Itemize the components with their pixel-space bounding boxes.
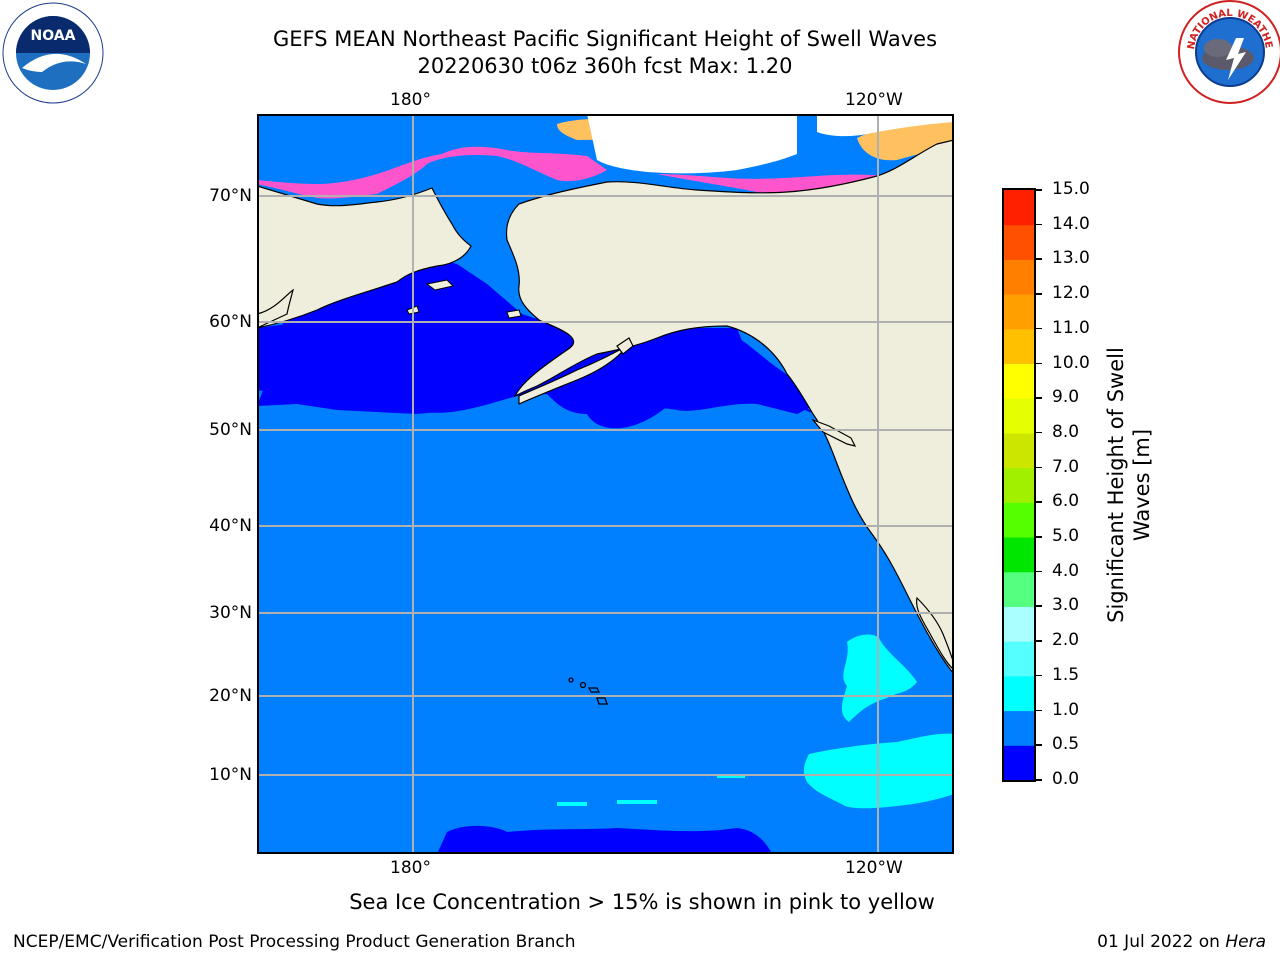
noaa-logo: NOAA bbox=[2, 2, 104, 104]
colorbar-tick-label: 14.0 bbox=[1052, 213, 1090, 234]
colorbar-segment bbox=[1004, 398, 1034, 434]
colorbar-tick-label: 0.5 bbox=[1052, 734, 1080, 755]
land-baja bbox=[916, 596, 954, 671]
moderate-swell-region bbox=[841, 634, 917, 722]
low-swell-region bbox=[257, 255, 817, 414]
lat-label-70n: 70°N bbox=[209, 186, 252, 206]
colorbar-tick-mark bbox=[1036, 431, 1042, 434]
colorbar-tick-label: 0.0 bbox=[1052, 769, 1080, 789]
colorbar-tick-label: 9.0 bbox=[1052, 387, 1080, 408]
lat-label-30n: 30°N bbox=[209, 603, 252, 623]
colorbar-tick-mark bbox=[1036, 189, 1042, 191]
colorbar-segment bbox=[1004, 710, 1034, 746]
colorbar-tick-mark bbox=[1036, 223, 1042, 226]
colorbar-segment bbox=[1004, 328, 1034, 365]
colorbar-title: Significant Height of Swell Waves [m] bbox=[1104, 347, 1154, 623]
colorbar-segment bbox=[1004, 745, 1034, 781]
colorbar-segment bbox=[1004, 190, 1034, 226]
lon-label-top-180: 180° bbox=[390, 90, 431, 110]
svg-text:NOAA: NOAA bbox=[31, 28, 76, 44]
land-island bbox=[425, 279, 454, 291]
map-frame bbox=[257, 114, 954, 854]
colorbar-tick-mark bbox=[1036, 744, 1042, 746]
colorbar-segment bbox=[1004, 571, 1034, 607]
moderate-swell-region bbox=[557, 802, 587, 806]
colorbar-segment bbox=[1004, 606, 1034, 642]
colorbar-tick-mark bbox=[1036, 640, 1042, 642]
colorbar-tick-mark bbox=[1036, 779, 1042, 781]
land-alaska-canada bbox=[505, 139, 954, 854]
colorbar-tick-label: 11.0 bbox=[1052, 317, 1090, 338]
colorbar-segment bbox=[1004, 432, 1034, 469]
nws-logo: NATIONAL WEATHER SERVICE bbox=[1178, 0, 1280, 104]
land-chukotka bbox=[257, 288, 294, 329]
lat-label-40n: 40°N bbox=[209, 516, 252, 536]
colorbar-segment bbox=[1004, 294, 1034, 330]
colorbar-tick-mark bbox=[1036, 605, 1042, 607]
footer-date: 01 Jul 2022 on Hera bbox=[1097, 932, 1266, 952]
colorbar-tick-mark bbox=[1036, 536, 1042, 538]
colorbar-tick-label: 1.5 bbox=[1052, 664, 1080, 685]
colorbar-segment bbox=[1004, 224, 1034, 260]
colorbar-segment bbox=[1004, 502, 1034, 538]
chart-subtitle: 20220630 t06z 360h fcst Max: 1.20 bbox=[417, 54, 793, 78]
footer-system: Hera bbox=[1225, 932, 1266, 952]
map-panel bbox=[257, 114, 954, 854]
colorbar-segment bbox=[1004, 259, 1034, 295]
colorbar-segment bbox=[1004, 675, 1034, 712]
footer-date-text: 01 Jul 2022 on bbox=[1097, 932, 1226, 952]
colorbar-tick-label: 3.0 bbox=[1052, 595, 1080, 616]
colorbar-tick-label: 8.0 bbox=[1052, 421, 1080, 442]
colorbar-tick-mark bbox=[1036, 709, 1042, 712]
colorbar-tick-label: 5.0 bbox=[1052, 526, 1080, 547]
land-hawaii bbox=[568, 677, 608, 705]
colorbar-tick-label: 1.0 bbox=[1052, 699, 1080, 720]
colorbar-tick-label: 6.0 bbox=[1052, 491, 1080, 512]
lat-label-20n: 20°N bbox=[209, 686, 252, 706]
colorbar-tick-mark bbox=[1036, 258, 1042, 260]
colorbar-tick-mark bbox=[1036, 674, 1042, 677]
colorbar bbox=[1002, 188, 1036, 782]
land-vancouver-island bbox=[811, 418, 857, 447]
moderate-swell-region bbox=[617, 800, 657, 804]
colorbar-tick-mark bbox=[1036, 570, 1042, 573]
colorbar-tick-mark bbox=[1036, 362, 1042, 365]
land-kodiak bbox=[616, 337, 634, 355]
colorbar-segment bbox=[1004, 537, 1034, 573]
colorbar-segment bbox=[1004, 467, 1034, 503]
low-swell-region bbox=[437, 825, 772, 854]
lat-label-10n: 10°N bbox=[209, 765, 252, 785]
lon-label-bottom-120w: 120°W bbox=[845, 858, 903, 878]
land-island bbox=[506, 309, 522, 319]
colorbar-segment bbox=[1004, 641, 1034, 677]
colorbar-tick-mark bbox=[1036, 466, 1042, 469]
colorbar-tick-mark bbox=[1036, 293, 1042, 295]
lat-label-50n: 50°N bbox=[209, 420, 252, 440]
colorbar-tick-label: 12.0 bbox=[1052, 283, 1090, 304]
graticule bbox=[257, 114, 954, 854]
colorbar-tick-label: 4.0 bbox=[1052, 560, 1080, 581]
lon-label-top-120w: 120°W bbox=[845, 90, 903, 110]
colorbar-tick-mark bbox=[1036, 501, 1042, 503]
sea-ice-note: Sea Ice Concentration > 15% is shown in … bbox=[349, 890, 935, 914]
colorbar-tick-mark bbox=[1036, 327, 1042, 330]
sea-ice-region bbox=[257, 146, 607, 199]
footer-credit: NCEP/EMC/Verification Post Processing Pr… bbox=[13, 932, 576, 952]
sea-ice-region bbox=[817, 114, 954, 137]
colorbar-tick-label: 2.0 bbox=[1052, 630, 1080, 651]
colorbar-tick-label: 7.0 bbox=[1052, 456, 1080, 477]
lat-label-60n: 60°N bbox=[209, 312, 252, 332]
colorbar-tick-label: 13.0 bbox=[1052, 248, 1090, 269]
lon-label-bottom-180: 180° bbox=[390, 858, 431, 878]
land-siberia bbox=[257, 185, 472, 329]
chart-title: GEFS MEAN Northeast Pacific Significant … bbox=[272, 27, 938, 51]
colorbar-tick-label: 15.0 bbox=[1052, 179, 1090, 199]
colorbar-segment bbox=[1004, 363, 1034, 399]
colorbar-tick-mark bbox=[1036, 397, 1042, 399]
sea-ice-region bbox=[587, 114, 797, 174]
colorbar-tick-label: 10.0 bbox=[1052, 352, 1090, 373]
